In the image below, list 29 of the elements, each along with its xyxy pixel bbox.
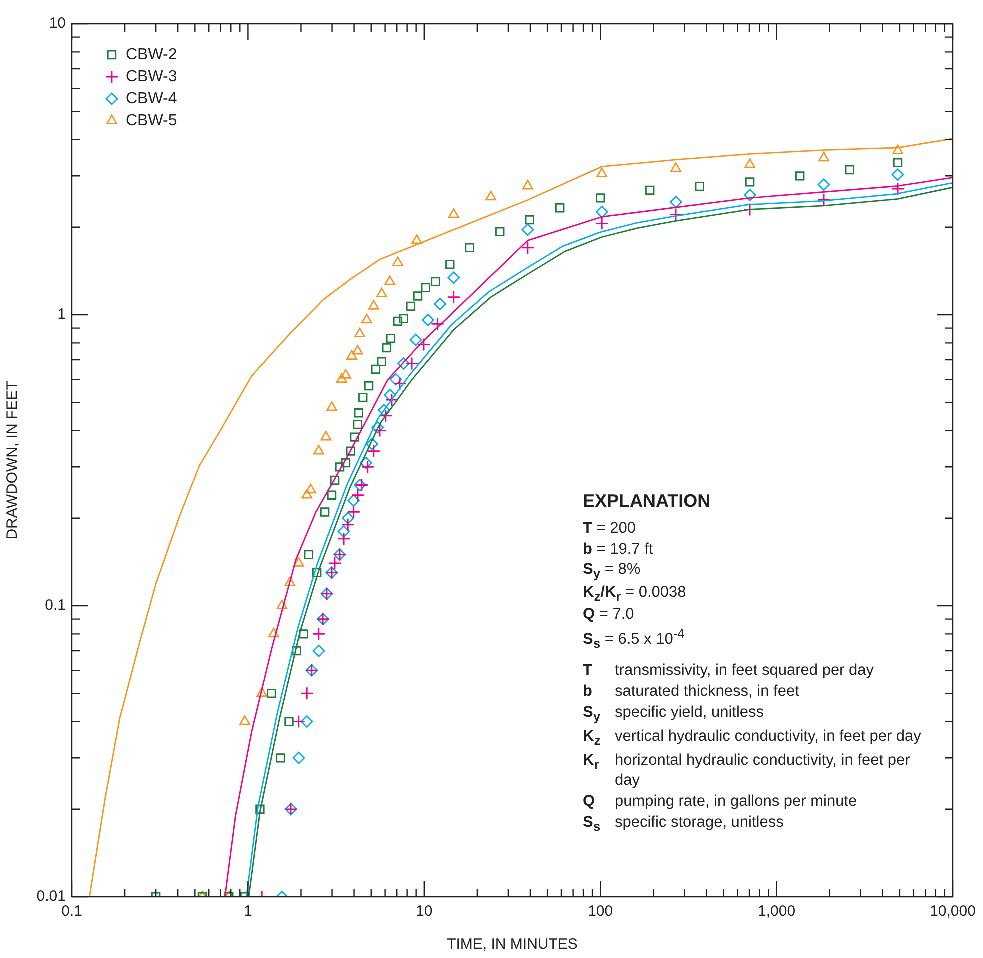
annotation: EXPLANATION <box>583 490 712 513</box>
x-axis-title: TIME, IN MINUTES <box>447 936 578 954</box>
text: Q pumping rate, in gallons per minute <box>583 792 858 810</box>
x-tick-label: 0.1 <box>62 903 82 920</box>
x-tick-label: 1 <box>244 903 252 920</box>
annotation: K$_{z}$/K$_{r}$ = 0.0038 <box>583 582 688 606</box>
y-axis-title: DRAWDOWN, IN FEET <box>4 381 22 540</box>
text: T transmissivity, in feet squared per day <box>583 662 874 679</box>
x-tick-label: 10,000 <box>930 903 976 920</box>
y-tick-label: 10 <box>49 15 66 32</box>
x-tick-label: 100 <box>588 903 614 920</box>
x-tick-label: 1,000 <box>758 903 796 920</box>
text: b saturated thickness, in feet <box>583 682 800 700</box>
x-tick-label: 10 <box>416 903 433 920</box>
legend-label: CBW-5 <box>126 112 178 130</box>
y-tick-label: 0.01 <box>36 888 66 906</box>
annotation: S$_{s}$ = 6.5 x 10$^{-4}$ <box>583 626 686 653</box>
annotation: S$_{y}$ = 8% <box>583 560 642 583</box>
legend-label: CBW-4 <box>126 90 178 108</box>
y-tick-label: 1 <box>58 306 66 324</box>
annotation: S$_{s}$ specific storage, unitless <box>583 813 784 836</box>
legend-label: CBW-2 <box>126 46 178 64</box>
legend-label: CBW-3 <box>126 68 178 86</box>
annotation: b = 19.7 ft <box>583 540 654 560</box>
annotation: S$_{y}$ specific yield, unitless <box>583 702 764 726</box>
y-tick-label: 0.1 <box>45 597 66 614</box>
annotation: Q = 7.0 <box>583 605 636 626</box>
annotation: K$_{z}$ vertical hydraulic conductivity, in feet per day <box>583 726 922 750</box>
annotation: T = 200 <box>583 519 637 540</box>
